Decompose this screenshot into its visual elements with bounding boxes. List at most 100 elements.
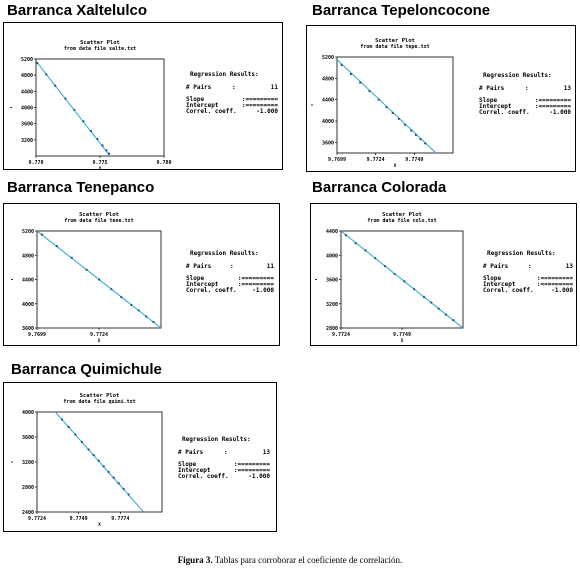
data-point: [349, 72, 353, 76]
correl-value: -1.000: [549, 109, 571, 116]
data-point: [87, 448, 90, 451]
pairs-colon: :: [525, 85, 529, 92]
data-point: [74, 433, 77, 436]
regression-header: Regression Results:: [182, 436, 251, 443]
figure-caption: Figura 3. Tablas para corroborar el coef…: [0, 555, 580, 565]
plot-area: [54, 412, 145, 512]
data-point: [340, 63, 343, 67]
data-point: [89, 129, 93, 133]
regression-header: Regression Results:: [487, 250, 556, 257]
data-point: [101, 144, 104, 147]
pairs-value: 11: [270, 84, 278, 91]
correl-value: -1.000: [248, 473, 270, 480]
data-point: [383, 265, 387, 268]
data-point: [82, 120, 85, 123]
data-point: [45, 73, 48, 76]
intercept-label: Intercept: [479, 103, 512, 110]
x-axis-label: X: [401, 338, 404, 344]
pairs-colon: :: [528, 263, 532, 270]
data-point: [107, 152, 111, 155]
y-tick-label: 5200: [22, 229, 34, 235]
regression-header: Regression Results:: [190, 250, 259, 257]
chart-title: Scatter Plot: [79, 212, 119, 218]
data-point: [397, 117, 400, 120]
data-point: [54, 84, 57, 87]
chart-subtitle: from data file tene.txt: [64, 218, 133, 224]
y-tick-label: 4000: [326, 253, 338, 259]
data-point: [96, 137, 99, 141]
pairs-colon: :: [230, 263, 234, 270]
pairs-colon: :: [232, 84, 236, 91]
data-point: [122, 487, 125, 490]
data-point: [452, 319, 455, 322]
intercept-value: :=========: [233, 467, 270, 474]
slope-label: Slope: [186, 275, 205, 282]
y-tick-label: 2800: [22, 485, 34, 491]
data-point: [364, 249, 367, 252]
y-tick-label: 4400: [22, 278, 34, 284]
slope-value: :=========: [536, 275, 573, 282]
x-tick-label: 9.7749: [405, 157, 423, 163]
plot-area: [341, 231, 463, 328]
plot-frame: [336, 56, 454, 154]
pairs-colon: :: [224, 449, 228, 456]
pairs-label: # Pairs: [178, 449, 204, 456]
regression-line: [341, 231, 463, 328]
intercept-label: Intercept: [483, 281, 516, 288]
y-tick-label: 3200: [21, 138, 33, 144]
data-point: [112, 476, 115, 479]
y-tick-label: 4400: [326, 229, 338, 235]
x-axis-label: X: [99, 166, 102, 171]
correl-label: Correl. coeff.: [178, 473, 229, 480]
chart-title: Scatter Plot: [80, 393, 120, 399]
correl-value: -1.000: [252, 287, 274, 294]
slope-label: Slope: [186, 96, 205, 103]
correl-label: Correl. coeff.: [483, 287, 534, 294]
data-point: [85, 268, 88, 271]
data-point: [410, 129, 413, 132]
regression-results-tenepanco: Regression Results: # Pairs: 11 Slope :=====…: [186, 250, 274, 310]
pairs-value: 13: [262, 449, 270, 456]
y-tick-label: 4000: [22, 302, 34, 308]
regression-header: Regression Results:: [483, 72, 552, 79]
pairs-value: 13: [565, 263, 573, 270]
figure-caption-text: Tablas para corroborar el coeficiente de…: [214, 555, 403, 565]
intercept-value: :=========: [237, 281, 274, 288]
panel-title-tenepanco: Barranca Tenepanco: [7, 179, 155, 196]
x-tick-label: 9.7749: [393, 332, 411, 338]
data-point: [117, 482, 120, 485]
pairs-value: 13: [563, 85, 571, 92]
data-point: [354, 242, 357, 245]
data-point: [130, 303, 133, 307]
intercept-label: Intercept: [186, 281, 219, 288]
intercept-value: :=========: [534, 103, 571, 110]
pairs-value: 11: [266, 263, 274, 270]
data-point: [368, 90, 371, 93]
pairs-label: # Pairs: [186, 84, 212, 91]
x-tick-label: 9.7699: [328, 157, 346, 163]
y-tick-label: 3600: [322, 140, 334, 146]
x-tick-label: 9.7749: [70, 516, 88, 522]
plot-frame: [35, 58, 165, 157]
plot-area: [37, 231, 161, 328]
data-point: [97, 278, 101, 281]
x-tick-label: 9.7699: [28, 332, 46, 338]
data-point: [437, 307, 440, 310]
y-tick-label: 4800: [322, 76, 334, 82]
x-tick-label: 9.770: [28, 160, 43, 166]
data-point: [152, 320, 155, 324]
correl-value: -1.000: [256, 108, 278, 115]
chart-subtitle: from data file xalte.txt: [64, 46, 136, 52]
data-point: [110, 288, 113, 291]
regression-results-xaltelulco: Regression Results: # Pairs: 11 Slope:=====…: [186, 71, 278, 131]
chart-subtitle: from data file tepe.txt: [360, 44, 429, 50]
pairs-label: # Pairs: [186, 263, 212, 270]
y-tick-label: 2800: [326, 326, 338, 332]
data-point: [107, 470, 110, 474]
chart-title: Scatter Plot: [80, 40, 120, 46]
x-tick-label: 9.7724: [367, 157, 385, 163]
